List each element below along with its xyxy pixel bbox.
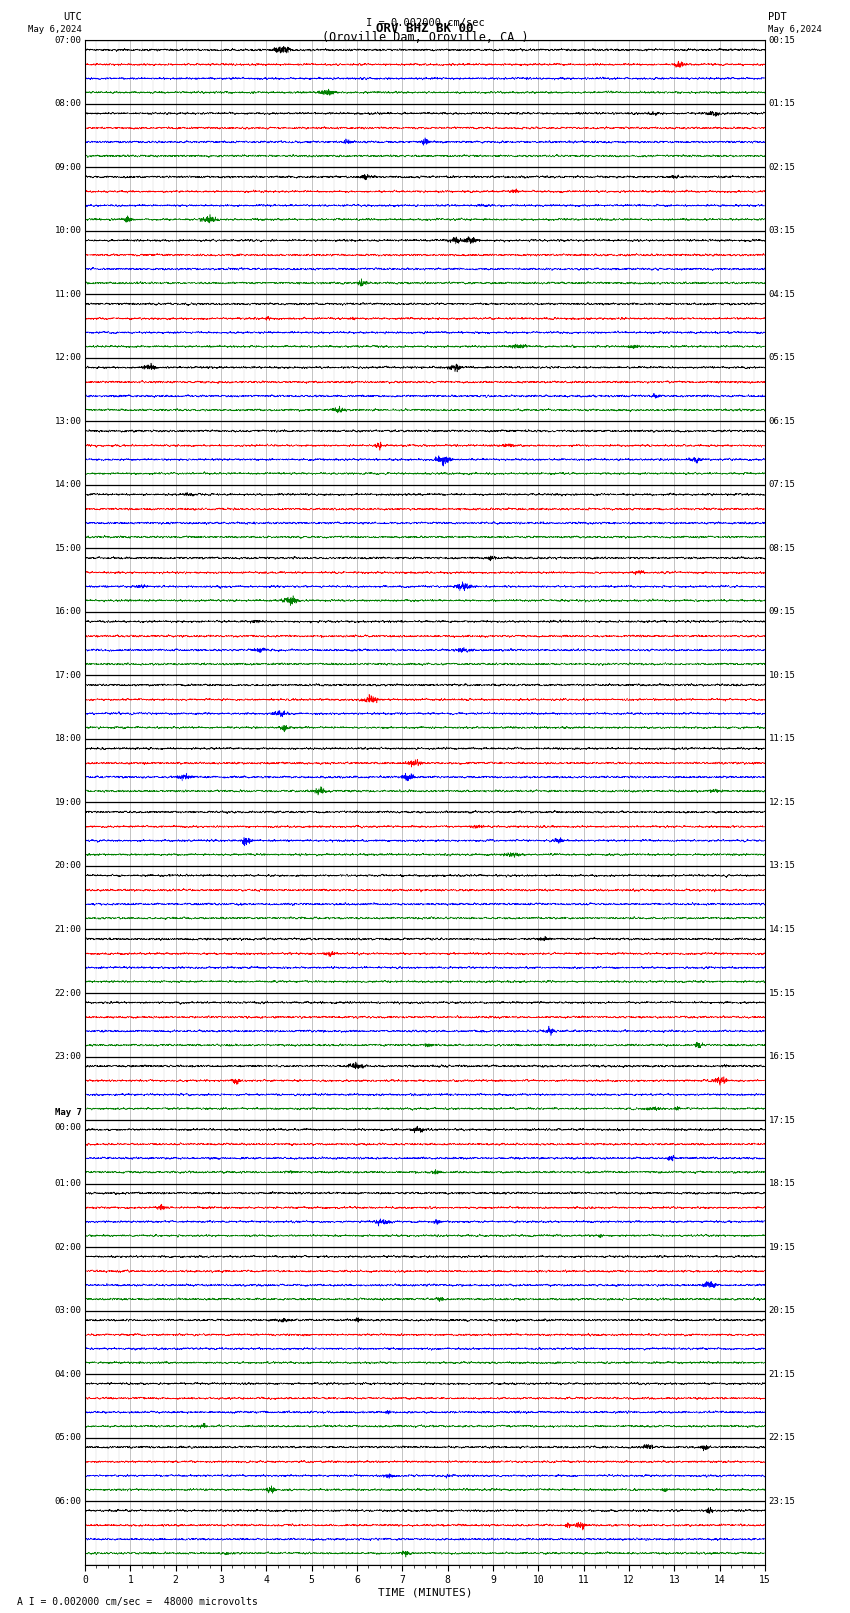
Text: 21:00: 21:00 [54,924,82,934]
Text: (Oroville Dam, Oroville, CA ): (Oroville Dam, Oroville, CA ) [321,31,529,44]
Text: 13:00: 13:00 [54,416,82,426]
Text: 03:00: 03:00 [54,1307,82,1315]
Text: 05:00: 05:00 [54,1432,82,1442]
Text: May 6,2024: May 6,2024 [28,26,82,34]
Text: 16:00: 16:00 [54,608,82,616]
Text: 20:15: 20:15 [768,1307,796,1315]
Text: 12:15: 12:15 [768,798,796,806]
Text: 07:15: 07:15 [768,481,796,489]
Text: 23:00: 23:00 [54,1052,82,1061]
Text: 08:15: 08:15 [768,544,796,553]
Text: 09:15: 09:15 [768,608,796,616]
Text: 10:15: 10:15 [768,671,796,681]
Text: 13:15: 13:15 [768,861,796,871]
Text: ORV BHZ BK 00: ORV BHZ BK 00 [377,23,473,35]
Text: 22:15: 22:15 [768,1432,796,1442]
Text: 06:00: 06:00 [54,1497,82,1505]
Text: 16:15: 16:15 [768,1052,796,1061]
Text: 18:00: 18:00 [54,734,82,744]
Text: 14:00: 14:00 [54,481,82,489]
Text: 20:00: 20:00 [54,861,82,871]
Text: 07:00: 07:00 [54,35,82,45]
Text: 15:15: 15:15 [768,989,796,997]
Text: 19:00: 19:00 [54,798,82,806]
Text: 11:15: 11:15 [768,734,796,744]
Text: 22:00: 22:00 [54,989,82,997]
Text: A I = 0.002000 cm/sec =  48000 microvolts: A I = 0.002000 cm/sec = 48000 microvolts [17,1597,258,1607]
Text: 01:00: 01:00 [54,1179,82,1189]
Text: 00:00: 00:00 [54,1123,82,1132]
Text: 17:00: 17:00 [54,671,82,681]
Text: 14:15: 14:15 [768,924,796,934]
Text: 08:00: 08:00 [54,100,82,108]
Text: 18:15: 18:15 [768,1179,796,1189]
X-axis label: TIME (MINUTES): TIME (MINUTES) [377,1587,473,1598]
Text: 17:15: 17:15 [768,1116,796,1124]
Text: 02:00: 02:00 [54,1242,82,1252]
Text: 01:15: 01:15 [768,100,796,108]
Text: 04:00: 04:00 [54,1369,82,1379]
Text: 10:00: 10:00 [54,226,82,235]
Text: 12:00: 12:00 [54,353,82,363]
Text: 00:15: 00:15 [768,35,796,45]
Text: 02:15: 02:15 [768,163,796,173]
Text: May 7: May 7 [54,1108,82,1116]
Text: 09:00: 09:00 [54,163,82,173]
Text: 11:00: 11:00 [54,290,82,298]
Text: 05:15: 05:15 [768,353,796,363]
Text: PDT: PDT [768,11,787,23]
Text: UTC: UTC [63,11,82,23]
Text: 06:15: 06:15 [768,416,796,426]
Text: 03:15: 03:15 [768,226,796,235]
Text: 21:15: 21:15 [768,1369,796,1379]
Text: 15:00: 15:00 [54,544,82,553]
Text: I = 0.002000 cm/sec: I = 0.002000 cm/sec [366,18,484,27]
Text: 19:15: 19:15 [768,1242,796,1252]
Text: 23:15: 23:15 [768,1497,796,1505]
Text: 04:15: 04:15 [768,290,796,298]
Text: May 6,2024: May 6,2024 [768,26,822,34]
